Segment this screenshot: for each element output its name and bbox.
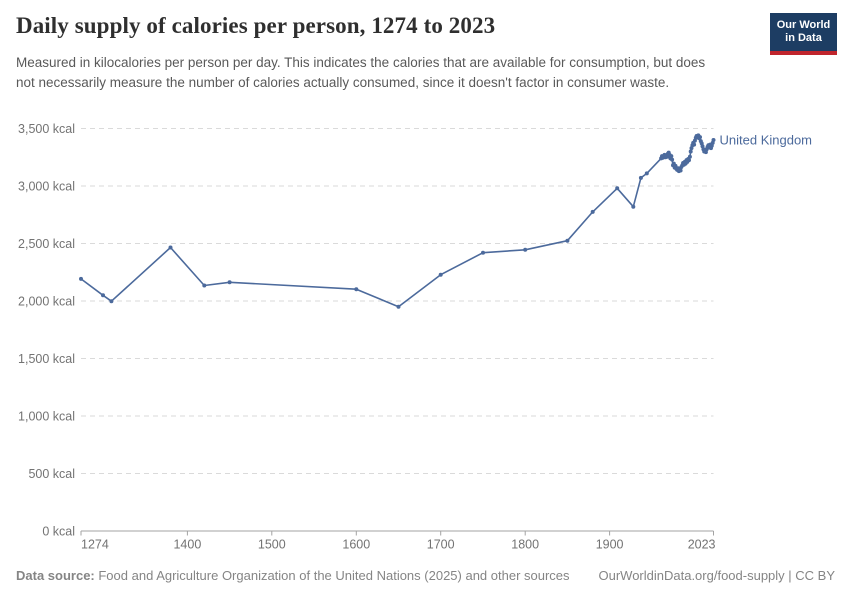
data-point[interactable] — [109, 299, 114, 304]
series-line-united-kingdom[interactable] — [80, 134, 715, 308]
data-point[interactable] — [631, 204, 636, 209]
license-link[interactable]: OurWorldinData.org/food-supply | CC BY — [598, 568, 835, 583]
data-point[interactable] — [678, 168, 683, 173]
x-axis-label: 1600 — [342, 538, 370, 552]
y-axis-label: 1,000 kcal — [18, 409, 75, 423]
x-axis-label: 1800 — [511, 538, 539, 552]
data-point[interactable] — [670, 157, 675, 162]
x-axis-label: 1500 — [258, 538, 286, 552]
data-source-text: Food and Agriculture Organization of the… — [94, 568, 570, 583]
data-point[interactable] — [523, 247, 528, 252]
data-point[interactable] — [644, 171, 649, 176]
data-point[interactable] — [168, 245, 173, 250]
data-point[interactable] — [79, 276, 83, 281]
data-point[interactable] — [590, 209, 595, 214]
y-axis-label: 2,000 kcal — [18, 294, 75, 308]
y-axis-label: 500 kcal — [28, 467, 75, 481]
data-source-note: Data source: Food and Agriculture Organi… — [16, 568, 570, 583]
owid-logo[interactable]: Our World in Data — [770, 13, 837, 55]
y-axis-label: 2,500 kcal — [18, 237, 75, 251]
x-axis-label: 1274 — [81, 538, 109, 552]
x-axis-label: 1400 — [173, 538, 201, 552]
data-point[interactable] — [688, 149, 693, 154]
x-axis-label: 1900 — [596, 538, 624, 552]
data-point[interactable] — [227, 280, 232, 285]
x-axis-label: 2023 — [688, 538, 716, 552]
data-point[interactable] — [711, 138, 716, 142]
data-point[interactable] — [565, 238, 570, 243]
data-point[interactable] — [687, 158, 691, 163]
data-point[interactable] — [481, 250, 485, 255]
data-point[interactable] — [438, 272, 443, 277]
data-point[interactable] — [698, 135, 702, 140]
data-point[interactable] — [638, 175, 643, 180]
data-point[interactable] — [692, 142, 697, 147]
data-point[interactable] — [396, 304, 401, 309]
data-point[interactable] — [202, 283, 207, 288]
chart-subtitle: Measured in kilocalories per person per … — [16, 55, 706, 90]
owid-logo-line1: Our World — [776, 19, 831, 31]
y-axis-label: 3,500 kcal — [18, 122, 75, 136]
chart-footer: Data source: Food and Agriculture Organi… — [16, 568, 835, 583]
data-point[interactable] — [615, 186, 620, 191]
x-axis-label: 1700 — [427, 538, 455, 552]
data-point[interactable] — [354, 287, 359, 292]
owid-logo-line2: in Data — [785, 32, 822, 44]
page-title: Daily supply of calories per person, 127… — [16, 13, 496, 38]
data-point[interactable] — [669, 154, 674, 159]
data-source-label: Data source: — [16, 568, 95, 583]
data-point[interactable] — [687, 154, 692, 159]
data-point[interactable] — [101, 293, 105, 298]
y-axis-label: 1,500 kcal — [18, 352, 75, 366]
y-axis-label: 3,000 kcal — [18, 179, 75, 193]
y-axis-label: 0 kcal — [42, 524, 75, 538]
series-end-label[interactable]: United Kingdom — [720, 133, 813, 148]
